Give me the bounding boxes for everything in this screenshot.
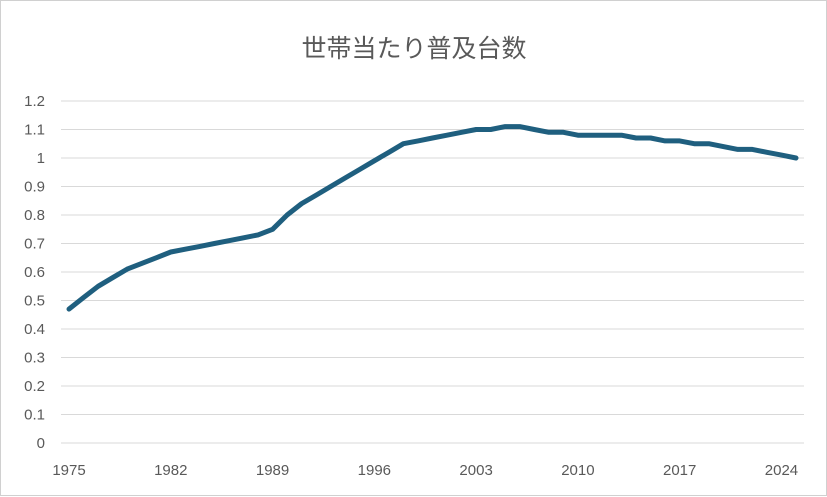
y-tick-label: 0.9 <box>24 179 45 196</box>
y-axis-tick-labels: 0 0.1 0.2 0.3 0.4 0.5 0.6 0.7 0.8 0.9 1 1.1 1.2 <box>24 93 45 452</box>
y-tick-label: 0.3 <box>24 350 45 367</box>
y-tick-label: 0.1 <box>24 407 45 424</box>
y-tick-label: 1.1 <box>24 122 45 139</box>
y-tick-label: 0 <box>37 435 45 452</box>
x-tick-label: 1975 <box>52 462 85 479</box>
y-tick-label: 1 <box>37 150 45 167</box>
x-axis-tick-labels: 1975 1982 1989 1996 2003 2010 2017 2024 <box>52 462 798 479</box>
x-tick-label: 2017 <box>663 462 696 479</box>
x-tick-label: 1996 <box>358 462 391 479</box>
y-tick-label: 0.5 <box>24 293 45 310</box>
x-tick-label: 1989 <box>256 462 289 479</box>
x-tick-label: 2003 <box>459 462 492 479</box>
y-tick-label: 1.2 <box>24 93 45 110</box>
y-tick-label: 0.8 <box>24 207 45 224</box>
y-tick-label: 0.4 <box>24 321 45 338</box>
series-layer <box>66 124 799 312</box>
y-tick-label: 0.2 <box>24 378 45 395</box>
x-tick-label: 1982 <box>154 462 187 479</box>
x-tick-label: 2010 <box>561 462 594 479</box>
y-tick-label: 0.7 <box>24 236 45 253</box>
x-tick-label: 2024 <box>765 462 798 479</box>
y-tick-label: 0.6 <box>24 264 45 281</box>
series-line-0 <box>66 124 799 312</box>
gridlines <box>61 100 804 444</box>
chart-title: 世帯当たり普及台数 <box>301 34 526 63</box>
